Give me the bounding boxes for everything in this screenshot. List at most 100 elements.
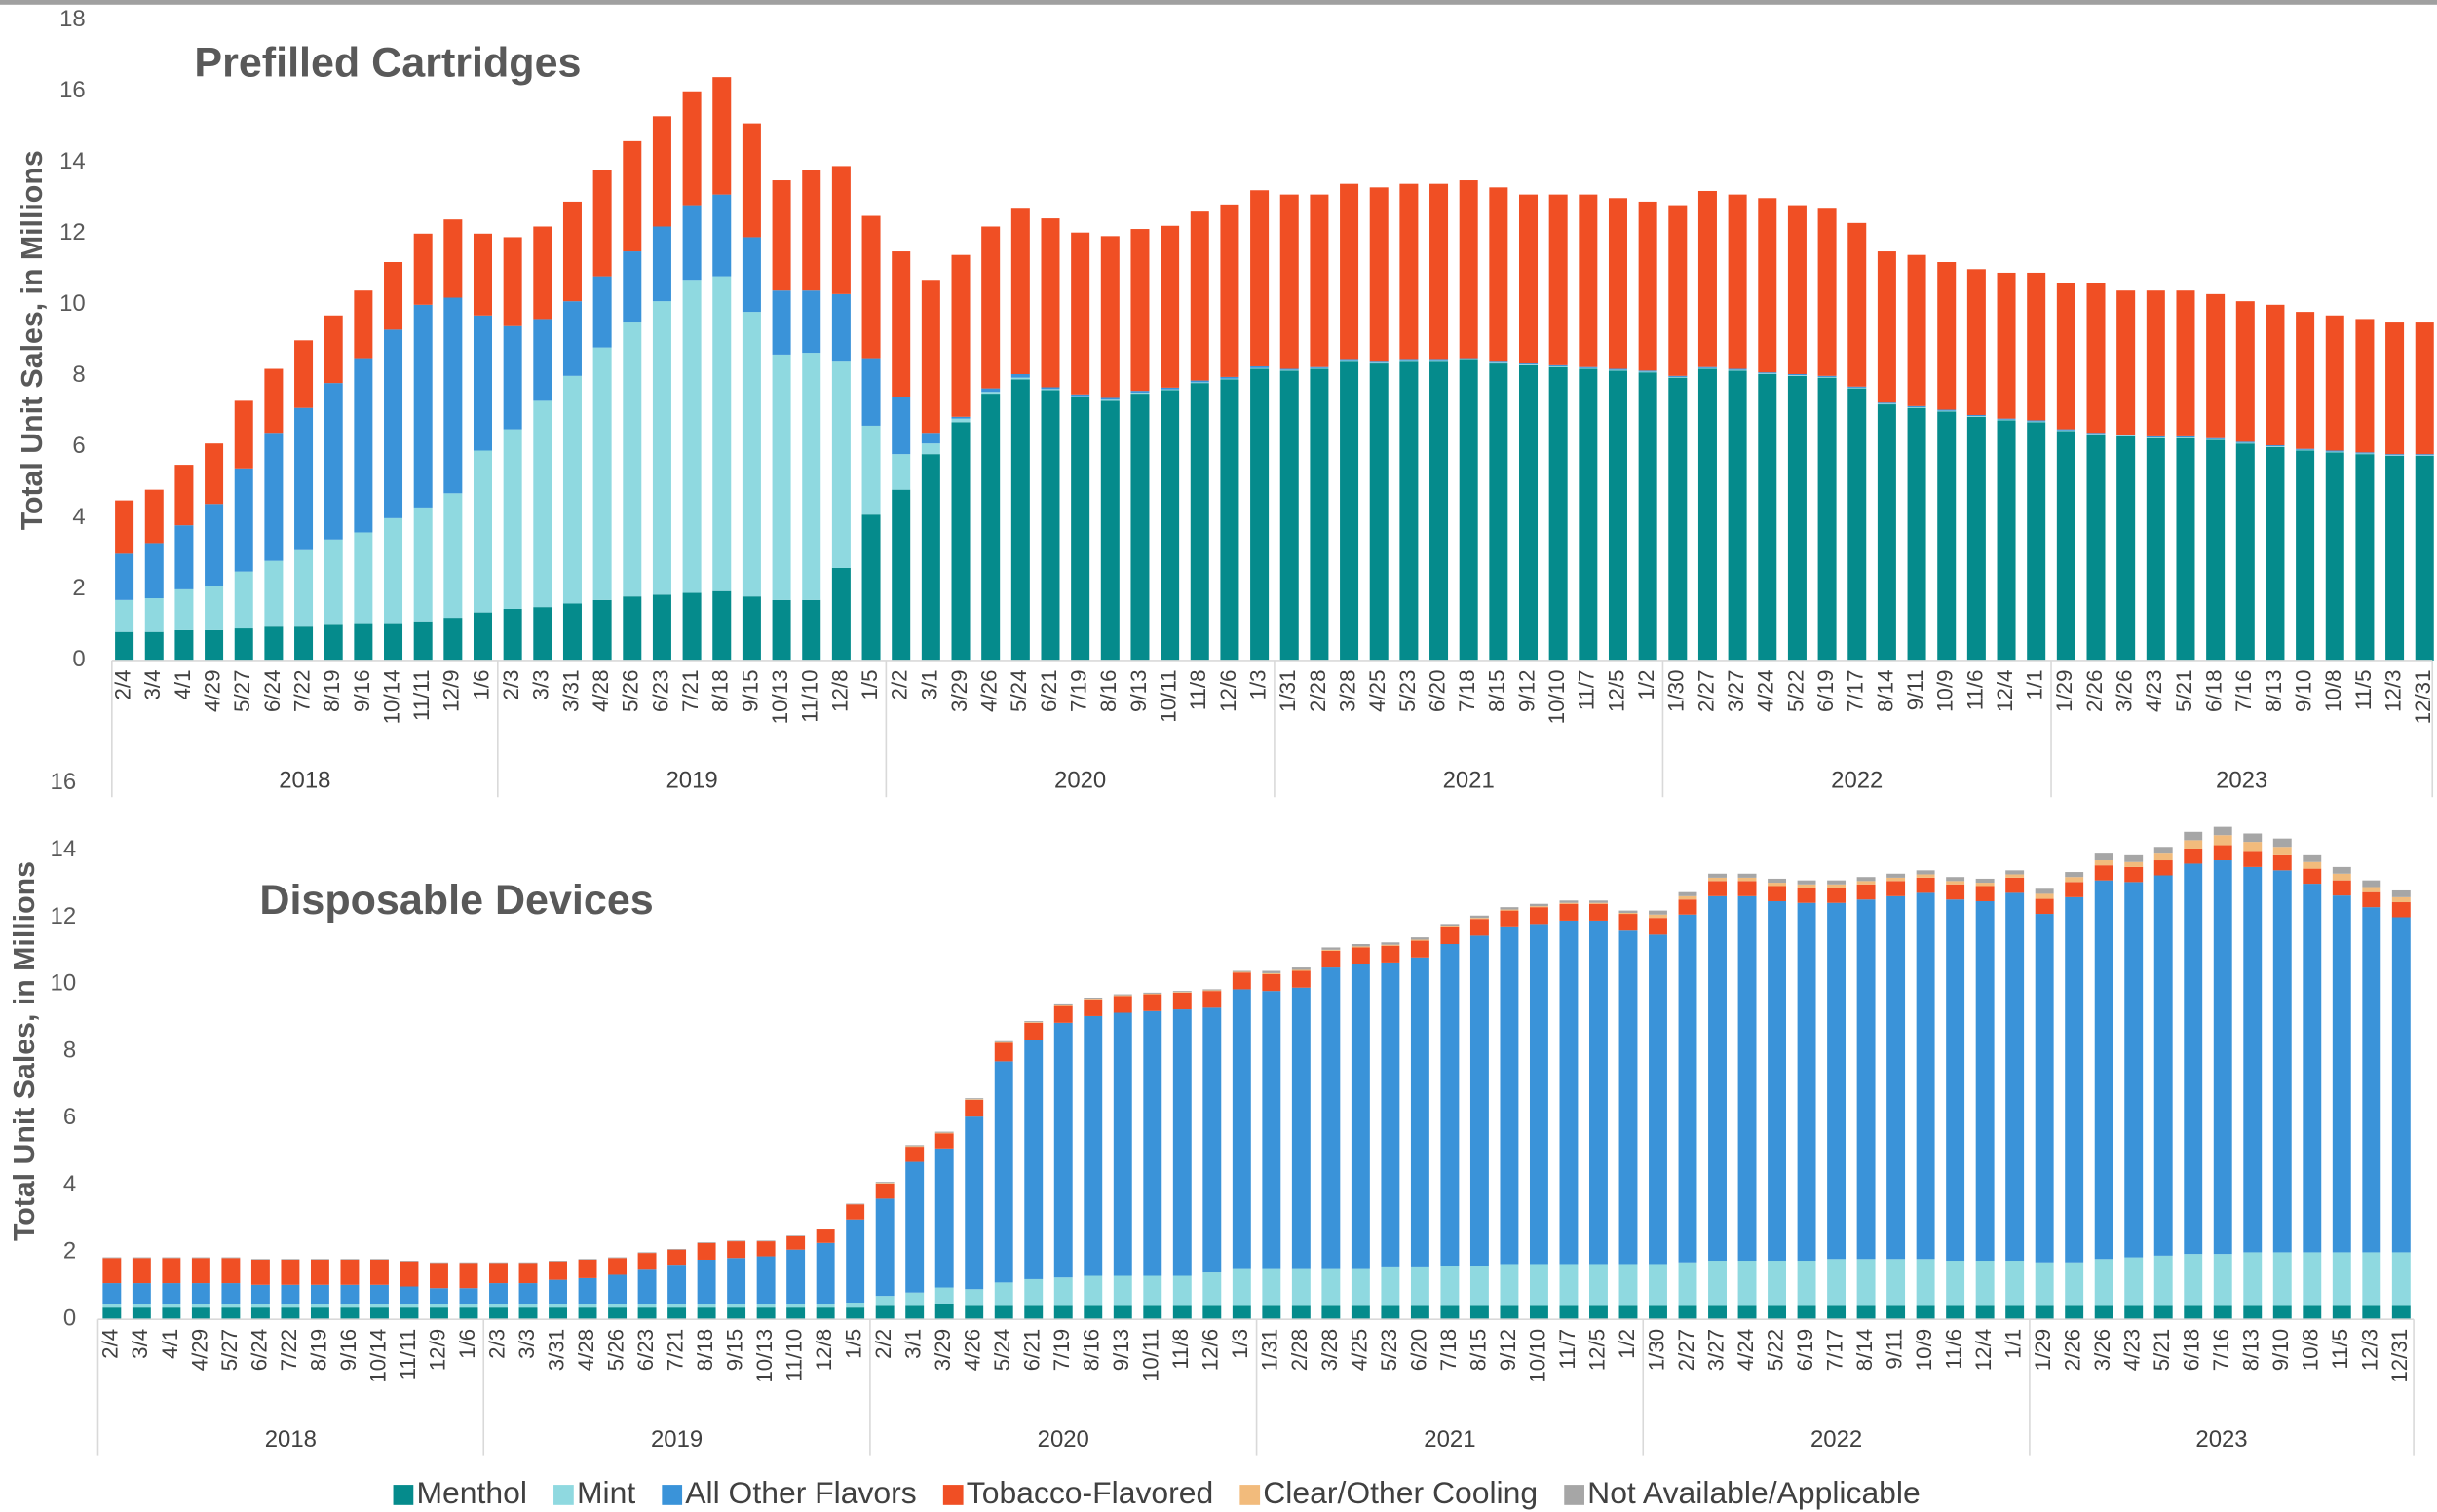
bar-segment — [115, 553, 134, 600]
bar-segment — [667, 1304, 687, 1308]
bar-segment — [354, 358, 373, 533]
bar-segment — [2153, 1305, 2173, 1320]
x-tick-label: 8/13 — [2239, 1329, 2264, 1371]
x-tick-label: 2/2 — [871, 1329, 895, 1359]
bar-segment — [875, 1296, 895, 1306]
bar-segment — [1787, 375, 1807, 376]
bar-segment — [608, 1274, 628, 1304]
bar-segment — [682, 280, 702, 593]
bar-segment — [682, 91, 702, 206]
bar-segment — [562, 375, 582, 604]
bar-segment — [191, 1283, 210, 1304]
bar-segment — [1768, 883, 1787, 887]
y-tick-label: 8 — [63, 1037, 76, 1063]
bar-segment — [1728, 194, 1747, 369]
x-tick-label: 6/20 — [1406, 1329, 1430, 1371]
bar-segment — [1113, 1305, 1132, 1320]
x-tick-label: 3/31 — [544, 1329, 568, 1371]
bar-segment — [2005, 870, 2025, 875]
bar-segment — [756, 1307, 776, 1320]
y-tick-label: 14 — [51, 836, 77, 862]
bar-segment — [608, 1304, 628, 1308]
bar-segment — [1886, 1259, 1906, 1306]
bar-segment — [1668, 205, 1688, 376]
x-tick-label: 6/19 — [1793, 1329, 1817, 1371]
bar-segment — [234, 571, 253, 629]
bar-segment — [875, 1305, 895, 1320]
bar-segment — [1649, 1305, 1667, 1320]
bar-segment — [1559, 903, 1579, 921]
bar-segment — [2362, 880, 2381, 888]
bar-segment — [2355, 454, 2375, 661]
bar-segment — [1071, 397, 1090, 661]
bar-segment — [1916, 877, 1935, 893]
bar-segment — [1797, 902, 1816, 1262]
x-tick-label: 3/1 — [917, 669, 941, 699]
bar-segment — [132, 1283, 151, 1304]
bar-segment — [1678, 914, 1697, 1263]
bar-segment — [2355, 453, 2375, 455]
bar-segment — [2153, 860, 2173, 876]
bar-segment — [2243, 833, 2263, 843]
x-tick-label: 12/5 — [1604, 669, 1628, 711]
y-axis-title: Total Unit Sales, in Millions — [17, 150, 49, 530]
bar-segment — [994, 1042, 1013, 1062]
bar-segment — [2303, 1252, 2322, 1306]
x-tick-label: 2/26 — [2082, 669, 2107, 711]
bar-segment — [324, 539, 343, 625]
bar-segment — [608, 1307, 628, 1320]
bar-segment — [1907, 407, 1926, 661]
y-tick-label: 8 — [72, 361, 85, 388]
x-tick-label: 5/21 — [2150, 1329, 2174, 1371]
bar-segment — [1010, 379, 1030, 661]
bar-segment — [1469, 1266, 1489, 1306]
bar-segment — [2272, 854, 2292, 871]
bar-segment — [1369, 363, 1389, 661]
x-tick-label: 5/23 — [1377, 1329, 1401, 1371]
bar-segment — [2094, 1259, 2113, 1306]
bar-segment — [354, 290, 373, 359]
bar-segment — [503, 608, 522, 661]
bar-segment — [1975, 1305, 1995, 1320]
bar-segment — [413, 304, 433, 508]
bar-segment — [2086, 433, 2106, 435]
bar-segment — [965, 1116, 984, 1290]
bar-segment — [1708, 877, 1727, 882]
bar-segment — [2065, 872, 2084, 878]
bar-segment — [1291, 967, 1311, 970]
bar-segment — [1053, 1004, 1073, 1006]
bar-segment — [2266, 445, 2285, 447]
bar-segment — [144, 543, 164, 599]
bar-segment — [2094, 853, 2113, 861]
x-tick-label: 1/2 — [1615, 1329, 1639, 1359]
bar-segment — [1053, 1277, 1073, 1306]
y-tick-label: 18 — [59, 6, 86, 32]
bar-segment — [1429, 361, 1449, 661]
bar-segment — [1161, 225, 1180, 388]
bar-segment — [1469, 919, 1489, 936]
bar-segment — [592, 170, 612, 277]
bar-segment — [102, 1307, 122, 1320]
x-tick-label: 6/23 — [648, 669, 672, 711]
bar-segment — [1638, 370, 1657, 372]
bar-segment — [1737, 877, 1757, 882]
bar-segment — [518, 1304, 538, 1308]
bar-segment — [250, 1307, 270, 1320]
x-tick-label: 3/4 — [140, 669, 165, 699]
bar-segment — [2325, 452, 2344, 661]
bar-segment — [816, 1242, 835, 1304]
x-tick-label: 3/28 — [1317, 1329, 1342, 1371]
bar-segment — [592, 347, 612, 600]
bar-segment — [102, 1257, 122, 1259]
bar-segment — [1579, 368, 1598, 661]
bar-segment — [1737, 1261, 1757, 1306]
x-tick-label: 4/29 — [187, 1329, 211, 1371]
bar-segment — [489, 1304, 508, 1308]
bar-segment — [2391, 902, 2411, 918]
bar-segment — [981, 388, 1001, 393]
year-label: 2020 — [1038, 1426, 1089, 1453]
bar-segment — [1220, 378, 1239, 380]
bar-segment — [786, 1249, 806, 1304]
bar-segment — [1262, 1268, 1281, 1306]
